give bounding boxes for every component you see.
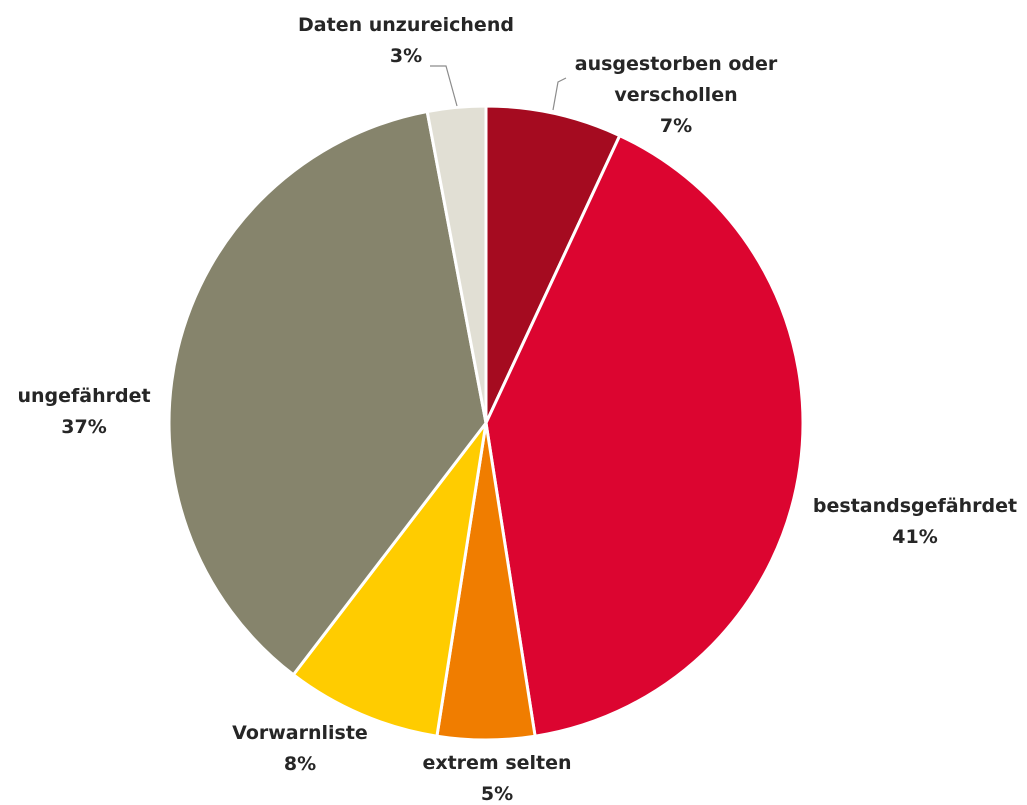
slice-percent: 37% [61,416,106,438]
slice-label: Daten unzureichend 3% [298,14,514,67]
slice-name: ausgestorben oder [575,53,778,75]
slice-percent: 5% [481,783,513,805]
slice-label: ungefährdet 37% [17,385,150,438]
slice-percent: 41% [892,526,937,548]
pie-slice [167,110,488,677]
slice-label: extrem selten 5% [422,752,571,805]
slice-name: ungefährdet [17,385,150,407]
slice-label: Vorwarnliste 8% [232,722,368,775]
slice-label: bestandsgefährdet 41% [813,495,1017,548]
slice-percent: 7% [660,115,692,137]
pie-slice [484,104,622,425]
slice-label: ausgestorben oder verschollen 7% [575,53,778,137]
leader-line [430,65,458,107]
leader-line [552,77,567,111]
slice-name: Vorwarnliste [232,722,368,744]
slice-name: bestandsgefährdet [813,495,1017,517]
pie-slices [167,104,805,742]
pie-slice [291,421,488,738]
slice-name: verschollen [614,84,737,106]
pie-slice [484,134,805,738]
slice-name: extrem selten [422,752,571,774]
leader-lines [430,65,567,111]
slice-labels: ausgestorben oder verschollen 7% bestandsge… [17,14,1017,805]
slice-percent: 3% [390,45,422,67]
pie-slice [425,104,488,425]
slice-percent: 8% [284,753,316,775]
slice-name: Daten unzureichend [298,14,514,36]
